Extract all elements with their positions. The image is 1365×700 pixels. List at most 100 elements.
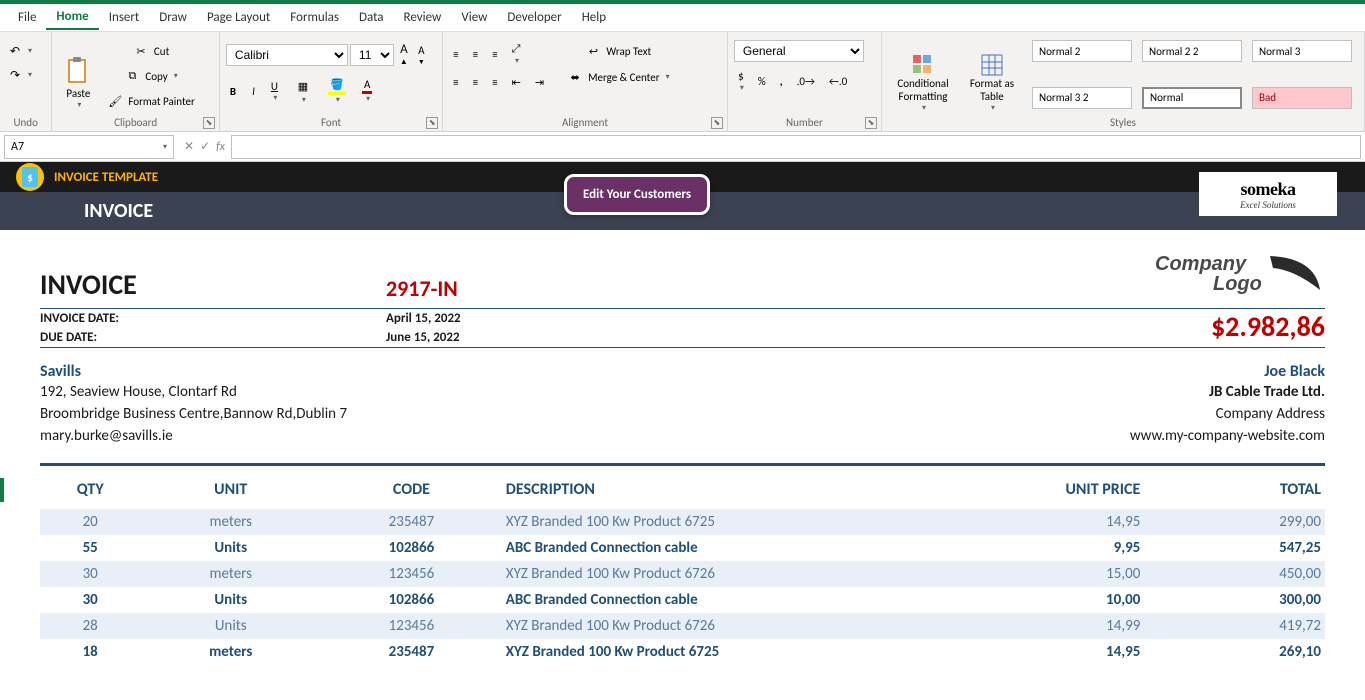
cell-unit: meters bbox=[140, 509, 321, 535]
align-left-button[interactable]: ≡ bbox=[449, 74, 462, 91]
number-dialog-launcher[interactable]: ⬊ bbox=[865, 117, 877, 129]
table-row[interactable]: 30meters123456XYZ Branded 100 Kw Product… bbox=[40, 561, 1325, 587]
items-table: QTY UNIT CODE DESCRIPTION UNIT PRICE TOT… bbox=[40, 474, 1325, 665]
cancel-formula-button[interactable]: ✕ bbox=[184, 139, 194, 154]
cell-unit: Units bbox=[140, 535, 321, 561]
underline-button[interactable]: U▾ bbox=[267, 78, 282, 105]
menu-home[interactable]: Home bbox=[46, 5, 98, 30]
align-bottom-button[interactable]: ≡ bbox=[488, 46, 501, 63]
align-top-button[interactable]: ≡ bbox=[449, 46, 462, 63]
table-row[interactable]: 55Units102866ABC Branded Connection cabl… bbox=[40, 535, 1325, 561]
due-date-value: June 15, 2022 bbox=[386, 328, 1211, 347]
menu-file[interactable]: File bbox=[8, 6, 46, 29]
invoice-number: 2917-IN bbox=[386, 275, 458, 302]
menu-bar: File Home Insert Draw Page Layout Formul… bbox=[0, 4, 1365, 32]
decrease-decimal-button[interactable]: ←.0 bbox=[825, 73, 851, 90]
percent-format-button[interactable]: % bbox=[754, 73, 770, 90]
table-row[interactable]: 28Units123456XYZ Branded 100 Kw Product … bbox=[40, 613, 1325, 639]
cell-total: 450,00 bbox=[1144, 561, 1325, 587]
cell-total: 547,25 bbox=[1144, 535, 1325, 561]
font-size-select[interactable]: 11 bbox=[350, 44, 394, 66]
cut-button[interactable]: ✂Cut bbox=[102, 40, 198, 62]
increase-indent-button[interactable]: ⇥ bbox=[531, 74, 548, 91]
format-painter-button[interactable]: 🖌Format Painter bbox=[102, 90, 198, 112]
cell-desc: XYZ Branded 100 Kw Product 6726 bbox=[502, 613, 964, 639]
fx-button[interactable]: fx bbox=[216, 140, 225, 154]
cell-code: 235487 bbox=[321, 639, 502, 665]
cond-fmt-label: Conditional Formatting bbox=[892, 78, 954, 102]
alignment-dialog-launcher[interactable]: ⬊ bbox=[711, 117, 723, 129]
paste-icon bbox=[64, 55, 92, 87]
undo-icon: ↶ bbox=[6, 42, 24, 60]
decrease-indent-button[interactable]: ⇤ bbox=[508, 74, 525, 91]
clipboard-dialog-launcher[interactable]: ⬊ bbox=[203, 117, 215, 129]
invoice-date-value: April 15, 2022 bbox=[386, 309, 1211, 328]
font-color-button[interactable]: A▾ bbox=[358, 76, 376, 106]
to-line1: JB Cable Trade Ltd. bbox=[1130, 381, 1325, 403]
cell-style-normal3[interactable]: Normal 3 bbox=[1252, 40, 1352, 62]
menu-help[interactable]: Help bbox=[572, 6, 616, 29]
comma-format-button[interactable]: , bbox=[776, 73, 787, 90]
group-label-number: Number bbox=[728, 116, 881, 129]
accounting-format-button[interactable]: $▾ bbox=[734, 68, 748, 95]
col-price: UNIT PRICE bbox=[964, 474, 1145, 509]
name-box[interactable]: A7 ▾ bbox=[4, 135, 174, 159]
cell-style-bad[interactable]: Bad bbox=[1252, 87, 1352, 109]
to-line2: Company Address bbox=[1130, 403, 1325, 425]
invoice-total: $2.982,86 bbox=[1211, 309, 1325, 344]
font-dialog-launcher[interactable]: ⬊ bbox=[426, 117, 438, 129]
number-format-select[interactable]: General bbox=[734, 40, 864, 62]
cell-code: 123456 bbox=[321, 561, 502, 587]
menu-data[interactable]: Data bbox=[349, 6, 394, 29]
align-center-button[interactable]: ≡ bbox=[469, 74, 482, 91]
menu-insert[interactable]: Insert bbox=[99, 6, 150, 29]
menu-page-layout[interactable]: Page Layout bbox=[197, 6, 280, 29]
menu-draw[interactable]: Draw bbox=[149, 6, 197, 29]
menu-developer[interactable]: Developer bbox=[497, 6, 571, 29]
table-row[interactable]: 30Units102866ABC Branded Connection cabl… bbox=[40, 587, 1325, 613]
decrease-font-button[interactable]: A▼ bbox=[414, 42, 429, 68]
font-color-icon: A bbox=[362, 78, 372, 94]
cell-qty: 55 bbox=[40, 535, 140, 561]
menu-formulas[interactable]: Formulas bbox=[280, 6, 349, 29]
col-qty: QTY bbox=[40, 474, 140, 509]
cell-qty: 30 bbox=[40, 561, 140, 587]
menu-review[interactable]: Review bbox=[394, 6, 452, 29]
align-right-button[interactable]: ≡ bbox=[488, 74, 501, 91]
undo-button[interactable]: ↶▾ bbox=[6, 42, 45, 60]
merge-center-button[interactable]: ⬌Merge & Center▾ bbox=[562, 66, 674, 88]
align-middle-button[interactable]: ≡ bbox=[469, 46, 482, 63]
formula-input[interactable] bbox=[231, 135, 1361, 159]
format-painter-label: Format Painter bbox=[128, 95, 194, 108]
someka-logo-text: someka bbox=[1241, 179, 1296, 200]
increase-font-button[interactable]: A▲ bbox=[396, 40, 412, 69]
border-button[interactable]: ▦▾ bbox=[290, 75, 316, 107]
fill-color-button[interactable]: 🪣▾ bbox=[324, 75, 350, 107]
items-header-row: QTY UNIT CODE DESCRIPTION UNIT PRICE TOT… bbox=[40, 474, 1325, 509]
name-box-value: A7 bbox=[11, 140, 24, 154]
accept-formula-button[interactable]: ✓ bbox=[200, 139, 210, 154]
font-name-select[interactable]: Calibri bbox=[226, 44, 348, 66]
worksheet[interactable]: $ INVOICE TEMPLATE INVOICE Edit Your Cus… bbox=[0, 162, 1365, 665]
chevron-down-icon: ▾ bbox=[163, 142, 167, 152]
orientation-button[interactable]: ⤢▾ bbox=[508, 40, 525, 68]
redo-button[interactable]: ↷▾ bbox=[6, 66, 45, 84]
cell-style-normal32[interactable]: Normal 3 2 bbox=[1032, 87, 1132, 109]
template-banner-label: INVOICE TEMPLATE bbox=[54, 170, 158, 185]
edit-customers-button[interactable]: Edit Your Customers bbox=[564, 174, 710, 215]
ribbon: ↶▾ ↷▾ Undo Paste ▾ ✂Cut ⧉Copy▾ 🖌Format P… bbox=[0, 32, 1365, 132]
someka-logo-sub: Excel Solutions bbox=[1240, 200, 1296, 210]
cell-style-normal2[interactable]: Normal 2 bbox=[1032, 40, 1132, 62]
wrap-text-button[interactable]: ↩Wrap Text bbox=[562, 40, 674, 62]
table-row[interactable]: 18meters235487XYZ Branded 100 Kw Product… bbox=[40, 639, 1325, 665]
bold-button[interactable]: B bbox=[226, 83, 240, 100]
menu-view[interactable]: View bbox=[451, 6, 497, 29]
cell-style-normal[interactable]: Normal bbox=[1142, 87, 1242, 109]
col-unit: UNIT bbox=[140, 474, 321, 509]
copy-button[interactable]: ⧉Copy▾ bbox=[102, 65, 198, 87]
table-row[interactable]: 20meters235487XYZ Branded 100 Kw Product… bbox=[40, 509, 1325, 535]
conditional-formatting-icon bbox=[910, 52, 936, 78]
increase-decimal-button[interactable]: .0→ bbox=[793, 73, 819, 90]
italic-button[interactable]: I bbox=[248, 83, 259, 100]
cell-style-normal22[interactable]: Normal 2 2 bbox=[1142, 40, 1242, 62]
